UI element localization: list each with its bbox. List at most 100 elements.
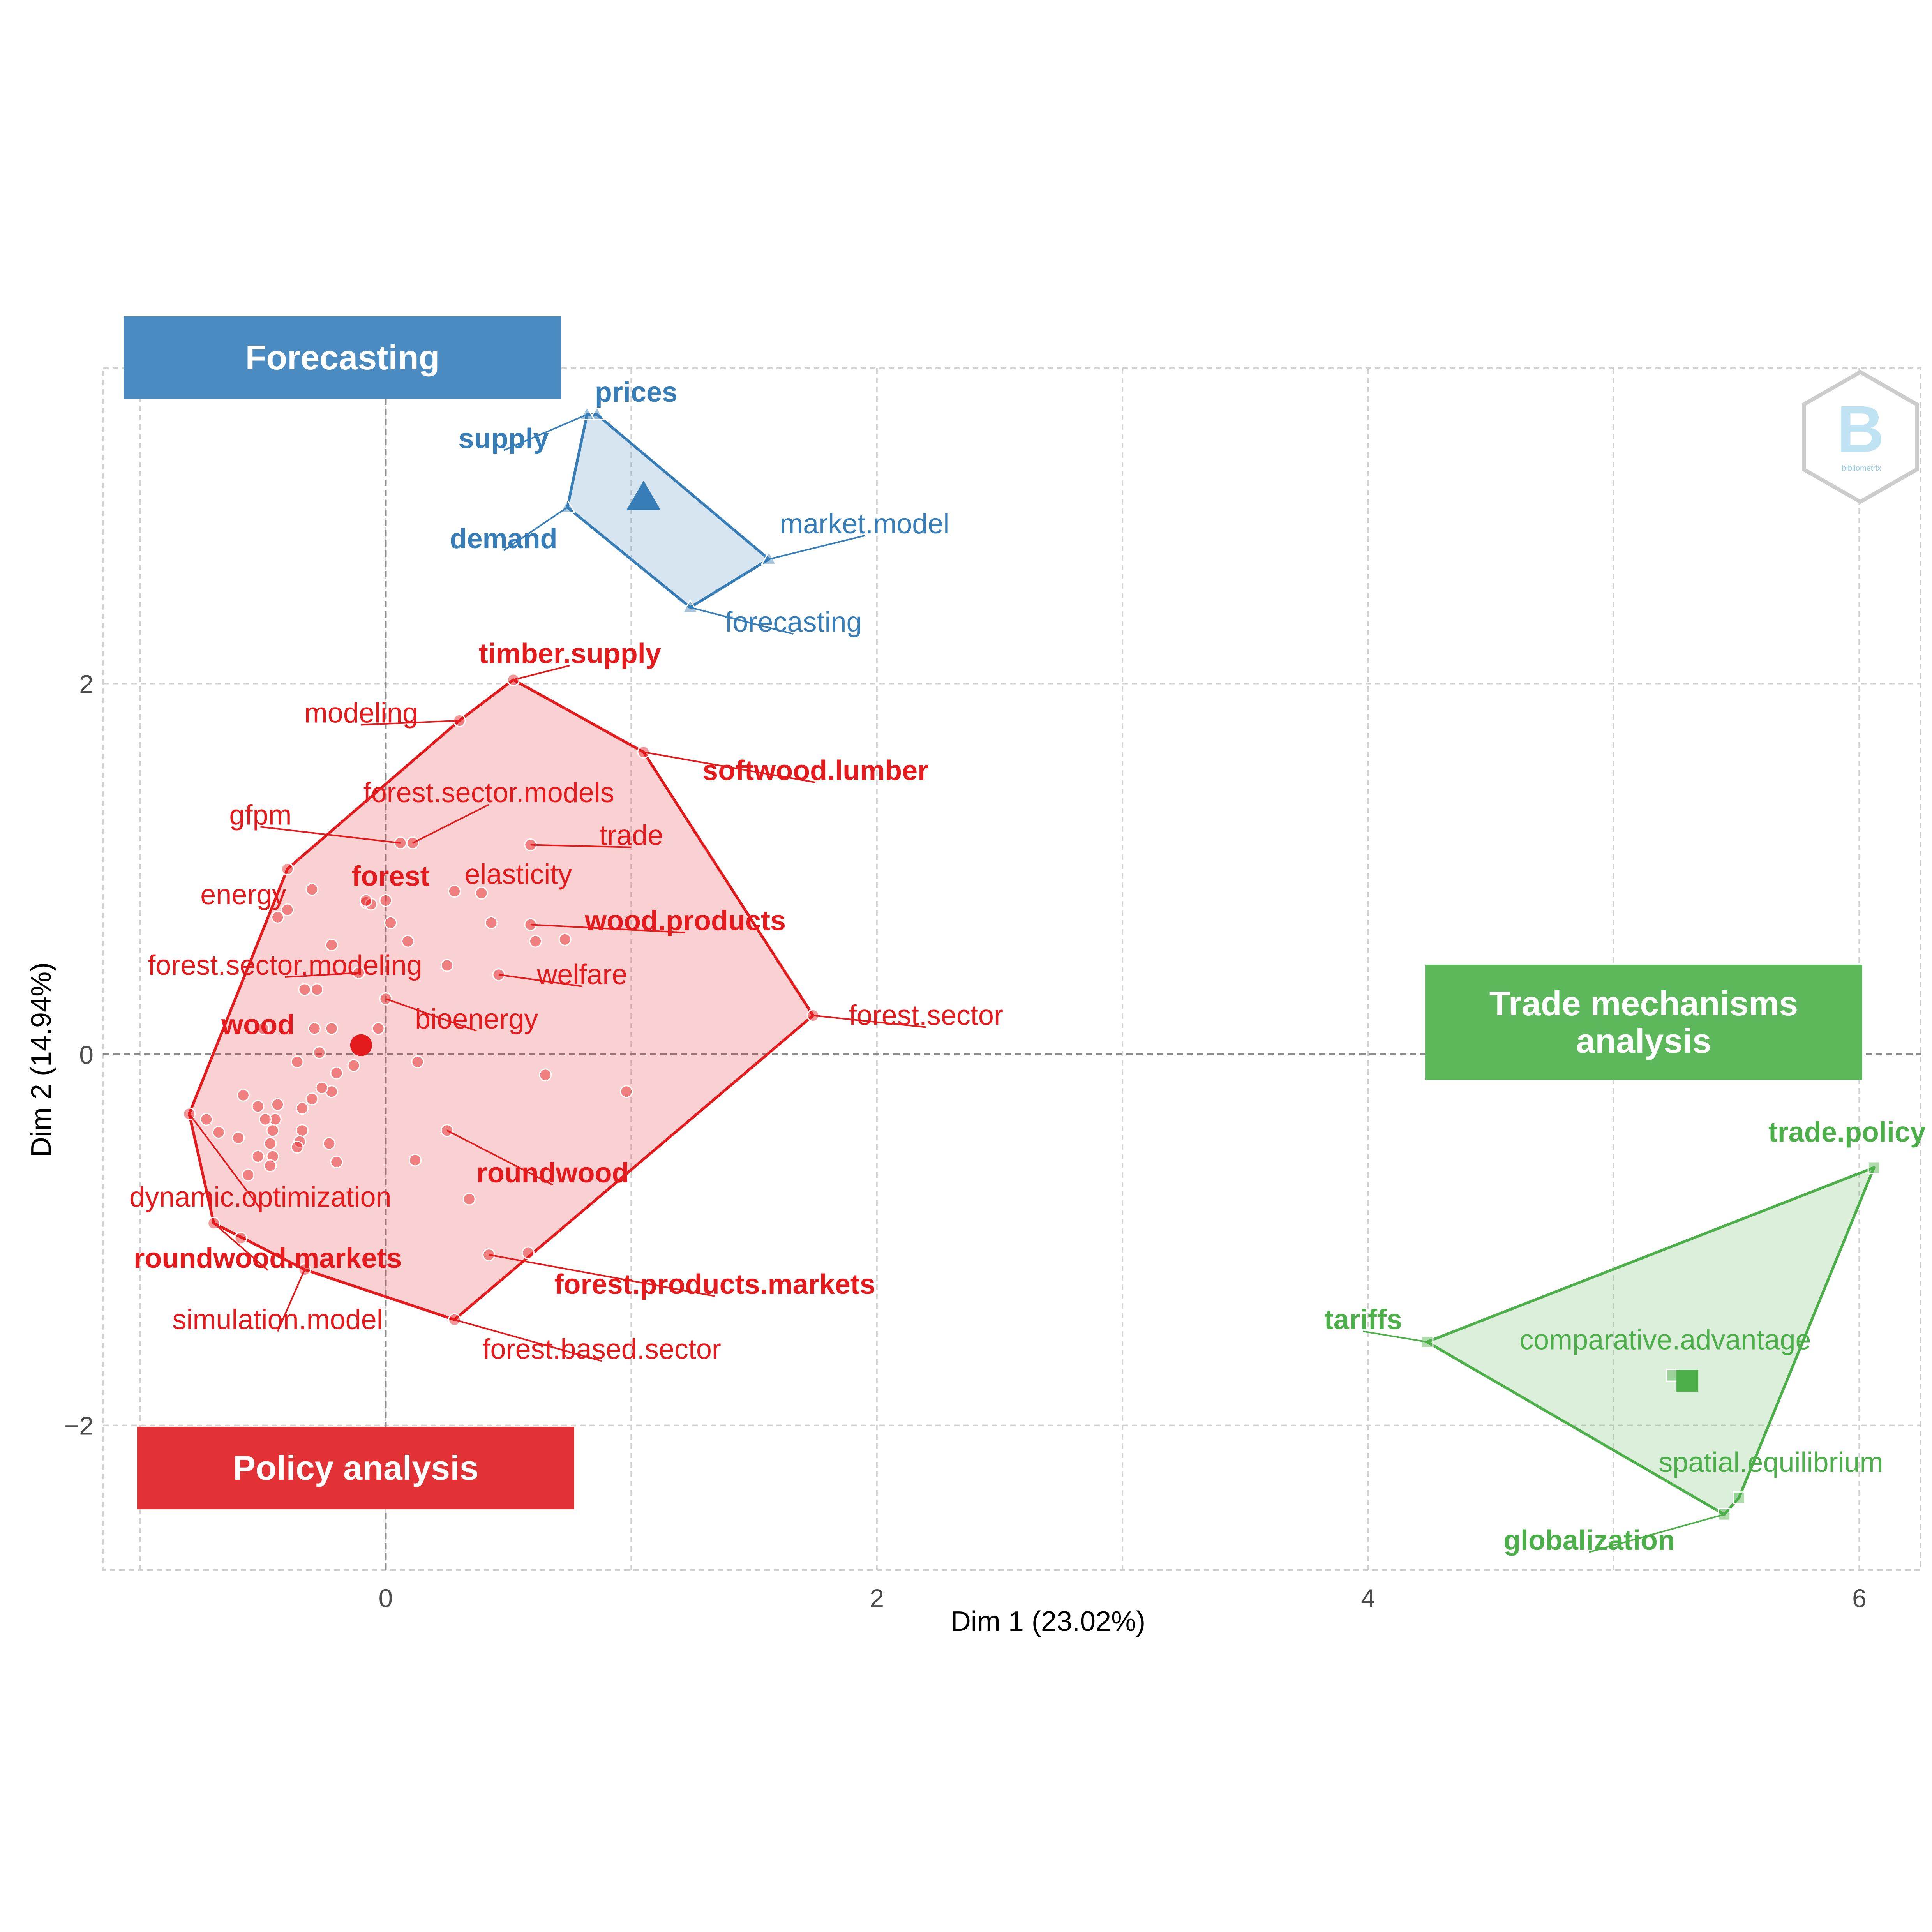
leader-line bbox=[260, 826, 401, 844]
label-trade-policy: trade.policy bbox=[1768, 1117, 1926, 1148]
data-point bbox=[315, 1081, 328, 1094]
x-tick-label: 4 bbox=[1361, 1584, 1375, 1613]
label-roundwood: roundwood bbox=[476, 1157, 629, 1189]
data-point bbox=[347, 1059, 360, 1072]
data-point bbox=[271, 1098, 284, 1111]
x-tick-label: 0 bbox=[379, 1584, 393, 1613]
label-forest-sector: forest.sector bbox=[849, 1000, 1003, 1031]
data-point bbox=[539, 1068, 552, 1082]
label-energy: energy bbox=[200, 879, 286, 910]
label-tariffs: tariffs bbox=[1324, 1304, 1402, 1335]
data-point bbox=[234, 1232, 247, 1245]
cluster-box-forecasting bbox=[124, 316, 561, 399]
label-elasticity: elasticity bbox=[464, 859, 572, 890]
data-point bbox=[310, 983, 323, 996]
data-point bbox=[296, 1124, 309, 1137]
centroid-trade-mechanisms-analysis bbox=[1676, 1370, 1699, 1392]
hull-policy-analysis bbox=[188, 678, 815, 1321]
data-point bbox=[291, 1055, 304, 1069]
logo-glyph: B bbox=[1837, 392, 1884, 466]
data-point bbox=[259, 1113, 272, 1126]
leader-line bbox=[385, 998, 477, 1032]
data-point bbox=[441, 959, 454, 972]
x-tick-label: 6 bbox=[1852, 1584, 1867, 1613]
data-point bbox=[271, 910, 284, 924]
cluster-box-policy-analysis bbox=[137, 1427, 574, 1509]
label-bioenergy: bioenergy bbox=[415, 1004, 538, 1035]
point-prices bbox=[589, 406, 605, 420]
centroid-policy-analysis bbox=[350, 1034, 372, 1056]
label-welfare: welfare bbox=[536, 959, 627, 990]
label-prices: prices bbox=[595, 377, 678, 408]
logo-hexagon-shape bbox=[1802, 370, 1919, 504]
label-forest-products-markets: forest.products.markets bbox=[554, 1269, 875, 1300]
logo-text: bibliometrix bbox=[1842, 464, 1881, 473]
label-leader-lines bbox=[189, 414, 1725, 1553]
label-forecasting: forecasting bbox=[725, 607, 862, 638]
y-tick-label: −2 bbox=[64, 1412, 94, 1440]
label-forest: forest bbox=[352, 861, 430, 892]
leader-line bbox=[361, 720, 460, 726]
data-point bbox=[330, 1066, 343, 1080]
data-point bbox=[323, 1137, 336, 1150]
data-point bbox=[236, 1089, 250, 1102]
data-point bbox=[305, 1092, 319, 1106]
leader-line bbox=[643, 751, 816, 783]
label-dynamic-optimization: dynamic.optimization bbox=[129, 1182, 391, 1213]
data-point bbox=[242, 1168, 255, 1182]
point-energy bbox=[281, 862, 294, 875]
x-axis-title: Dim 1 (23.02%) bbox=[951, 1606, 1145, 1637]
data-point bbox=[330, 1156, 343, 1169]
data-point bbox=[325, 939, 338, 952]
data-points bbox=[183, 406, 1881, 1521]
point-elasticity bbox=[475, 886, 488, 900]
centroid-forecasting bbox=[626, 480, 661, 510]
x-tick-label: 2 bbox=[870, 1584, 884, 1613]
data-point bbox=[251, 1150, 265, 1163]
data-point bbox=[558, 933, 572, 946]
leader-line bbox=[498, 974, 582, 987]
data-point bbox=[264, 1159, 277, 1172]
hull-forecasting bbox=[566, 413, 770, 609]
data-point bbox=[212, 1126, 225, 1139]
data-point bbox=[409, 1154, 422, 1167]
label-globalization: globalization bbox=[1503, 1525, 1675, 1556]
point-forecasting bbox=[682, 599, 699, 613]
data-point bbox=[372, 1022, 385, 1035]
leader-line bbox=[768, 535, 865, 560]
plot-border bbox=[102, 367, 1921, 1571]
point-wood bbox=[256, 1022, 270, 1035]
data-point bbox=[251, 1100, 265, 1113]
data-point bbox=[462, 1193, 476, 1206]
label-softwood-lumber: softwood.lumber bbox=[702, 755, 928, 786]
cluster-centroids bbox=[350, 480, 1699, 1392]
bibliometrix-logo: B bibliometrix bbox=[1802, 370, 1919, 504]
label-gfpm: gfpm bbox=[229, 799, 291, 831]
axis-ticks: 0 2 4 6 −2 0 2 bbox=[64, 669, 1867, 1613]
leader-line bbox=[189, 1113, 261, 1210]
cluster-label-trade-mechanisms-analysis: Trade mechanisms bbox=[1489, 984, 1798, 1023]
label-timber-supply: timber.supply bbox=[479, 638, 661, 669]
data-point bbox=[620, 1085, 633, 1098]
leader-line bbox=[446, 1129, 553, 1186]
data-point bbox=[384, 916, 397, 929]
data-point bbox=[401, 935, 415, 948]
label-forest-sector-modeling: forest.sector.modeling bbox=[148, 950, 422, 981]
leader-line bbox=[213, 1223, 268, 1271]
data-point bbox=[291, 1141, 304, 1154]
label-forest-sector-models: forest.sector.models bbox=[363, 777, 614, 808]
data-point bbox=[305, 883, 319, 896]
data-point bbox=[485, 916, 498, 929]
data-point bbox=[448, 885, 461, 898]
data-point bbox=[522, 1246, 535, 1260]
label-forest-based-sector: forest.based.sector bbox=[483, 1334, 721, 1365]
data-point bbox=[296, 1102, 309, 1115]
leader-line bbox=[530, 924, 686, 933]
leader-line bbox=[503, 414, 588, 451]
leader-line bbox=[690, 607, 794, 635]
data-point bbox=[232, 1131, 245, 1145]
label-supply: supply bbox=[459, 423, 549, 454]
leader-line bbox=[1589, 1514, 1725, 1553]
label-wood-products: wood.products bbox=[584, 905, 786, 937]
